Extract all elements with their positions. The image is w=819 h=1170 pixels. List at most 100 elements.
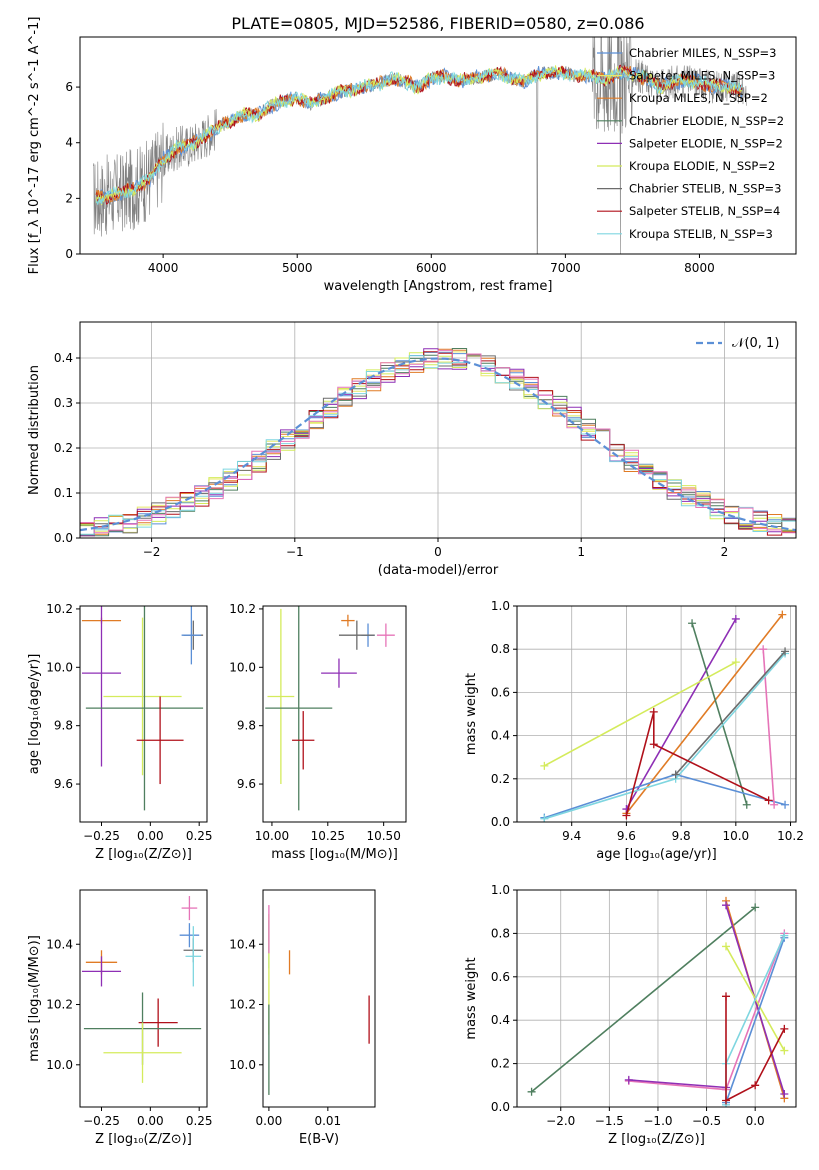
y-axis-label: age [log₁₀(age/yr)] [27, 654, 42, 775]
weight-marker [731, 658, 740, 667]
y-tick-label: 0.6 [491, 685, 510, 699]
x-tick-label: −0.25 [83, 1114, 120, 1128]
y-tick-label: 10.4 [46, 937, 73, 951]
weight-line [625, 618, 737, 810]
weight-marker [722, 901, 731, 910]
weight-marker [731, 614, 740, 623]
y-tick-label: 10.0 [229, 660, 256, 674]
y-tick-label: 0.2 [491, 1057, 510, 1071]
data-point [103, 1022, 182, 1083]
panel-spectrum: Chabrier MILES, N_SSP=3 Salpeter MILES, N… [27, 17, 797, 294]
x-tick-label: −1.5 [595, 1114, 624, 1128]
x-tick-label: 7000 [550, 261, 581, 275]
y-tick-label: 6 [65, 80, 73, 94]
data-point [136, 696, 184, 785]
weight-marker [624, 1075, 633, 1084]
data-point [265, 606, 333, 811]
x-tick-label: 2 [721, 545, 729, 559]
plot-area [265, 606, 395, 811]
x-tick-label: 9.6 [617, 829, 636, 843]
legend-label: Salpeter STELIB, N_SSP=4 [629, 204, 780, 218]
plot-area [81, 896, 204, 1083]
residual-histogram [80, 349, 796, 534]
normal-distribution-curve [80, 357, 796, 532]
y-axis-label: Normed distribution [27, 365, 42, 495]
data-point [103, 617, 182, 776]
model-spectrum-line [95, 66, 743, 205]
plot-area [81, 606, 204, 811]
panel-age_vs_mass: 10.00 10.25 10.50 9.6 9.8 10.0 10.2 mass [log₁₀… [229, 602, 407, 862]
weight-marker [722, 1096, 731, 1105]
weight-line [544, 773, 786, 819]
y-tick-label: 0.2 [54, 441, 73, 455]
weight-marker [780, 931, 789, 940]
weight-marker [781, 800, 790, 809]
x-axis-label: Z [log₁₀(Z/Z⊙)] [95, 1132, 192, 1147]
panel-weight_vs_Z: −2.0 −1.5 −1.0 −0.5 0.0 0.0 0.2 0.4 0.6 0.8 1.0 Z [… [464, 883, 797, 1147]
weight-marker [688, 619, 697, 628]
panel-residuals: 𝒩(0, 1) −2 −1 0 1 2 0.0 0.1 0.2 0.3 0.4 (data-model… [27, 321, 797, 578]
y-tick-label: 9.6 [237, 777, 256, 791]
axes-frame [262, 605, 407, 823]
x-tick-label: −0.25 [83, 829, 120, 843]
y-tick-label: 9.6 [54, 777, 73, 791]
weight-series [540, 649, 790, 822]
weight-marker [770, 800, 779, 809]
y-tick-label: 0.0 [54, 531, 73, 545]
y-tick-label: 0.1 [54, 486, 73, 500]
y-tick-label: 0.0 [491, 1100, 510, 1114]
panel-weight_vs_age: 9.4 9.6 9.8 10.0 10.2 0.0 0.2 0.4 0.6 0.8 1.0 age [… [464, 599, 804, 862]
data-point [267, 608, 295, 785]
weight-line [625, 711, 769, 816]
weight-marker [778, 610, 787, 619]
weight-marker [780, 1046, 789, 1055]
y-tick-label: 10.0 [229, 1058, 256, 1072]
x-tick-label: 9.4 [562, 829, 581, 843]
x-tick-label: 0.00 [256, 1114, 283, 1128]
x-tick-label: 5000 [282, 261, 313, 275]
y-tick-label: 0.4 [491, 729, 510, 743]
y-tick-label: 0.0 [491, 815, 510, 829]
legend-label: Salpeter MILES, N_SSP=3 [629, 69, 775, 83]
weight-marker [622, 811, 631, 820]
plot-area [268, 905, 370, 1095]
weight-marker [649, 707, 658, 716]
legend-label: Kroupa STELIB, N_SSP=3 [629, 227, 773, 241]
panel-mass_vs_ebv: 0.00 0.01 10.0 10.2 10.4 E(B-V) [229, 889, 376, 1147]
weight-marker [764, 796, 773, 805]
legend-label: Salpeter ELODIE, N_SSP=2 [629, 136, 783, 150]
weight-marker [751, 1081, 760, 1090]
plot-area [80, 348, 796, 537]
x-tick-label: 9.8 [672, 829, 691, 843]
y-tick-label: 10.2 [46, 998, 73, 1012]
data-point [185, 926, 202, 987]
data-point [85, 606, 204, 811]
axes-frame [79, 36, 797, 255]
weight-marker [742, 800, 751, 809]
y-tick-label: 0.6 [491, 970, 510, 984]
legend-label: 𝒩(0, 1) [732, 336, 779, 351]
weight-line [544, 661, 737, 767]
data-point [181, 606, 202, 665]
y-axis-label: Flux [f_λ 10^-17 erg cm^-2 s^-1 A^-1] [27, 17, 42, 275]
x-tick-label: 10.50 [366, 829, 400, 843]
data-point [321, 658, 357, 688]
x-tick-label: 10.2 [777, 829, 804, 843]
x-tick-label: 10.0 [722, 829, 749, 843]
y-tick-label: 0 [65, 247, 73, 261]
y-tick-label: 1.0 [491, 599, 510, 613]
y-tick-label: 2 [65, 191, 73, 205]
y-tick-label: 10.0 [46, 1058, 73, 1072]
x-tick-label: −0.5 [692, 1114, 721, 1128]
axes-frame [79, 605, 208, 823]
weight-series [722, 992, 789, 1105]
data-point [181, 896, 198, 921]
panel-mass_vs_Z: −0.25 0.00 0.25 10.0 10.2 10.4 Z [log₁₀(Z/Z⊙)]… [27, 889, 213, 1147]
y-tick-label: 10.0 [46, 660, 73, 674]
x-tick-label: 0.00 [137, 829, 164, 843]
legend-label: Chabrier MILES, N_SSP=3 [629, 46, 776, 60]
weight-series [540, 658, 740, 770]
data-point [81, 606, 122, 767]
y-tick-label: 0.2 [491, 772, 510, 786]
